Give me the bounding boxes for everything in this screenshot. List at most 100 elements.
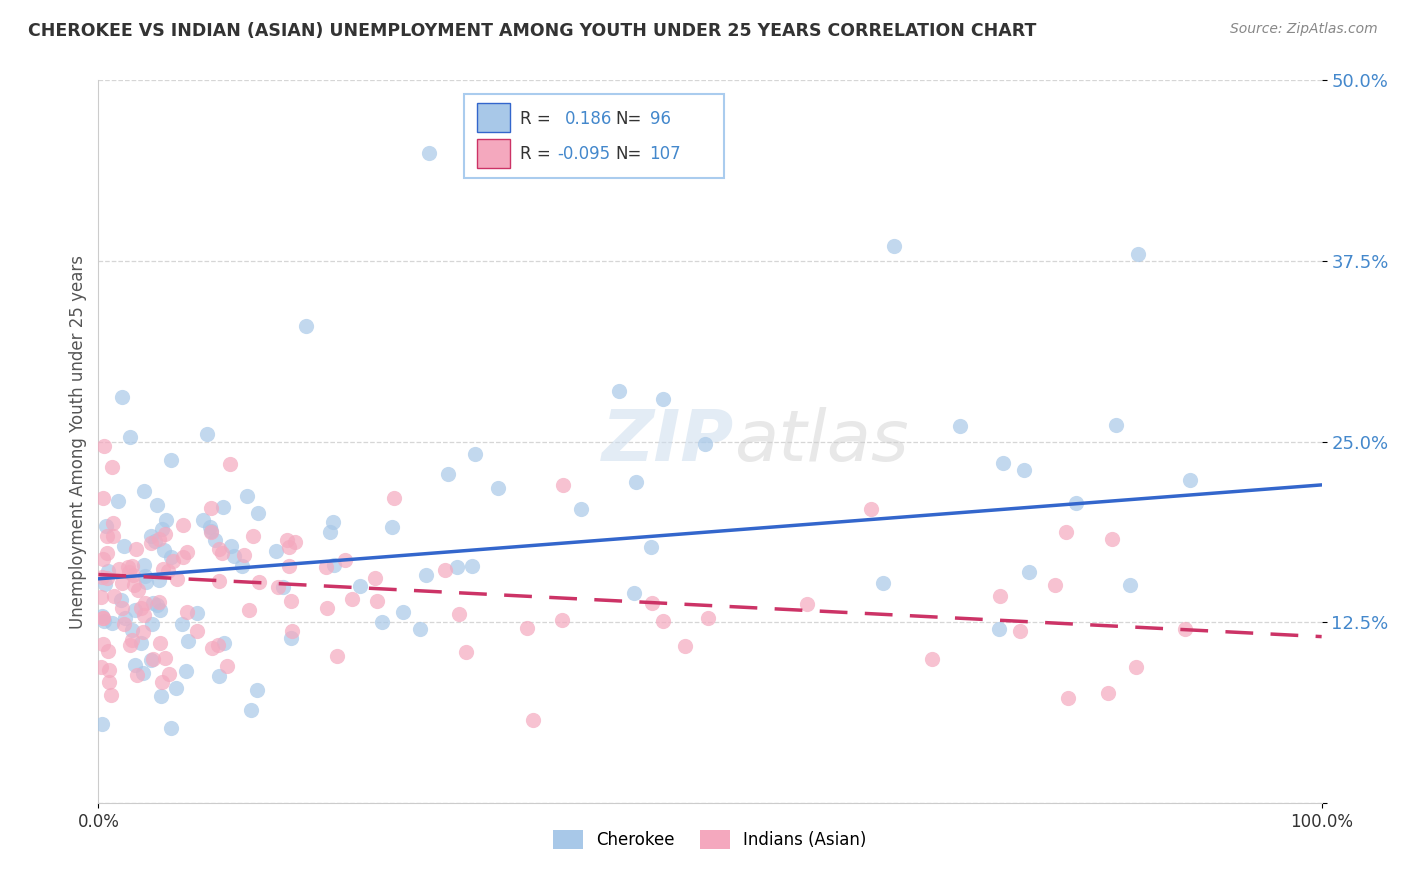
Point [165, 681, 187, 695]
Point [280, 624, 302, 638]
Point [125, 668, 148, 682]
Point [446, 559, 468, 574]
Point [1128, 246, 1150, 260]
Point [246, 506, 269, 520]
Point [231, 559, 253, 574]
Point [121, 623, 143, 637]
Point [103, 528, 125, 542]
Point [177, 633, 200, 648]
Point [111, 601, 134, 615]
Point [91, 717, 114, 731]
Point [155, 526, 177, 541]
Point [100, 688, 122, 702]
Point [122, 578, 145, 592]
Point [212, 635, 235, 649]
Legend: Cherokee, Indians (Asian): Cherokee, Indians (Asian) [547, 823, 873, 856]
Point [266, 543, 288, 558]
Point [278, 541, 301, 555]
Point [160, 549, 183, 564]
Point [322, 515, 344, 529]
Point [217, 658, 239, 673]
Point [247, 574, 270, 589]
Point [157, 564, 180, 578]
Point [366, 594, 388, 608]
Point [103, 589, 125, 603]
Point [91, 491, 114, 506]
Point [872, 576, 894, 591]
Point [987, 622, 1010, 636]
Point [193, 513, 215, 527]
Text: R =: R = [520, 110, 551, 128]
Point [148, 573, 170, 587]
Point [315, 560, 337, 574]
Point [449, 607, 471, 621]
Point [349, 579, 371, 593]
Point [91, 611, 114, 625]
Point [134, 569, 156, 583]
Point [91, 637, 114, 651]
Point [796, 597, 818, 611]
Point [238, 602, 260, 616]
Point [120, 638, 142, 652]
Point [93, 439, 115, 453]
Point [124, 658, 146, 673]
Point [114, 611, 136, 625]
Point [673, 639, 696, 653]
Point [186, 624, 208, 639]
Point [1012, 463, 1035, 477]
Point [132, 558, 155, 572]
Point [148, 532, 170, 546]
Point [157, 666, 180, 681]
Text: R =: R = [520, 145, 551, 162]
Point [464, 447, 486, 461]
Point [208, 542, 231, 557]
Point [626, 475, 648, 489]
Point [284, 534, 307, 549]
Point [200, 524, 222, 538]
Point [266, 580, 288, 594]
Point [371, 615, 394, 630]
Point [195, 427, 218, 442]
Point [93, 610, 115, 624]
Point [200, 524, 222, 539]
Point [162, 554, 184, 568]
Point [127, 582, 149, 597]
Point [695, 437, 717, 451]
Point [921, 652, 943, 666]
Point [132, 484, 155, 499]
Point [949, 418, 972, 433]
Point [141, 616, 163, 631]
Point [364, 571, 387, 585]
Point [98, 675, 121, 690]
Point [342, 592, 364, 607]
Point [382, 491, 405, 505]
Point [153, 651, 176, 665]
Text: Source: ZipAtlas.com: Source: ZipAtlas.com [1230, 22, 1378, 37]
Point [277, 558, 299, 573]
Point [111, 576, 134, 591]
Point [204, 533, 226, 548]
Point [522, 713, 544, 727]
Text: -0.095: -0.095 [557, 145, 610, 162]
Point [295, 318, 318, 333]
Point [1118, 578, 1140, 592]
Point [152, 562, 174, 576]
Point [198, 519, 221, 533]
Point [97, 663, 120, 677]
Point [461, 558, 484, 573]
Point [107, 493, 129, 508]
Point [96, 546, 118, 560]
Point [211, 546, 233, 560]
Point [988, 589, 1011, 603]
Point [135, 575, 157, 590]
Point [607, 384, 630, 398]
Point [454, 645, 477, 659]
Point [121, 559, 143, 574]
Point [207, 574, 229, 589]
Point [1064, 495, 1087, 509]
Point [276, 533, 298, 548]
Point [160, 453, 183, 467]
Point [553, 478, 575, 492]
Point [132, 608, 155, 623]
Point [201, 641, 224, 656]
